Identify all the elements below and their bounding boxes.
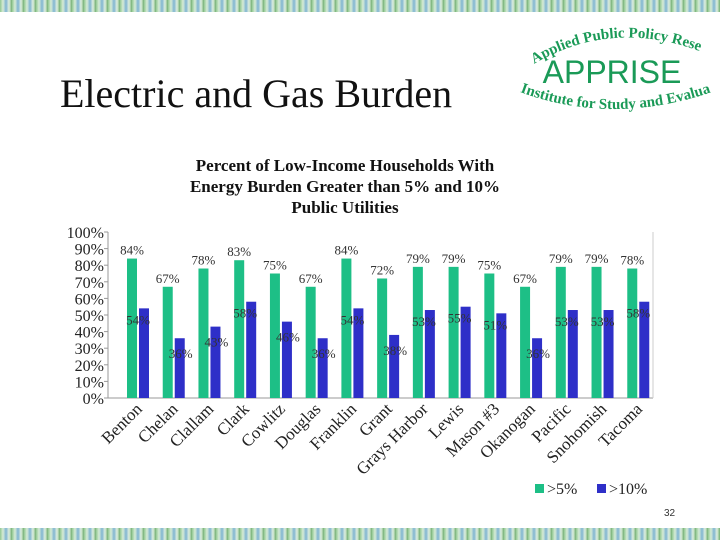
data-label: 84% (334, 243, 358, 258)
bar-gt5 (448, 266, 459, 398)
bar-gt5 (377, 278, 388, 398)
bar-gt10 (389, 334, 400, 398)
category-label: Benton (98, 399, 147, 448)
data-label: 58% (626, 306, 650, 321)
bar-gt5 (484, 273, 495, 398)
bar-gt10 (317, 338, 328, 398)
y-tick-label: 100% (67, 225, 104, 242)
bar-gt10 (246, 301, 257, 398)
y-tick-label: 90% (75, 242, 104, 259)
bar-gt10 (496, 313, 507, 398)
data-label: 54% (340, 312, 364, 327)
data-label: 54% (126, 312, 150, 327)
data-label: 53% (555, 314, 579, 329)
y-tick-label: 10% (75, 374, 104, 391)
bar-gt10 (281, 321, 292, 398)
data-label: 79% (406, 251, 430, 266)
y-tick-label: 80% (75, 258, 104, 275)
bar-gt5 (162, 286, 173, 398)
data-label: 46% (276, 330, 300, 345)
chart-title-line-2: Energy Burden Greater than 5% and 10% (189, 177, 501, 196)
data-label: 72% (370, 262, 394, 277)
data-label: 83% (227, 244, 251, 259)
bar-gt5 (520, 286, 531, 398)
bar-gt10 (210, 326, 221, 398)
data-label: 36% (526, 346, 550, 361)
bar-gt5 (234, 260, 245, 398)
data-label: 79% (585, 251, 609, 266)
data-label: 78% (192, 253, 216, 268)
y-tick-label: 70% (75, 275, 104, 292)
data-label: 53% (412, 314, 436, 329)
bar-gt10 (460, 306, 471, 398)
logo-main-text: APPRISE (543, 54, 682, 90)
y-tick-label: 20% (75, 358, 104, 375)
legend-label: >10% (609, 481, 647, 498)
apprise-logo: Applied Public Policy Research APPRISE I… (512, 22, 712, 113)
y-tick-label: 50% (75, 308, 104, 325)
legend-swatch (535, 484, 544, 493)
data-label: 67% (299, 271, 323, 286)
bar-gt10 (603, 310, 614, 398)
legend-label: >5% (547, 481, 577, 498)
bar-gt10 (174, 338, 185, 398)
top-decorative-band (0, 0, 720, 12)
bar-gt5 (127, 258, 137, 398)
data-label: 79% (442, 251, 466, 266)
chart-title-line-3: Public Utilities (291, 198, 399, 217)
slide-title: Electric and Gas Burden (60, 71, 453, 116)
chart-title: Percent of Low-Income Households With En… (140, 155, 550, 218)
page-number: 32 (664, 508, 676, 519)
y-tick-label: 40% (75, 325, 104, 342)
bar-gt5 (305, 286, 316, 398)
data-label: 43% (205, 335, 229, 350)
bar-gt5 (269, 273, 280, 398)
chart-title-line-1: Percent of Low-Income Households With (195, 156, 495, 175)
data-label: 84% (120, 243, 144, 258)
data-label: 55% (448, 311, 472, 326)
bar-gt5 (591, 266, 602, 398)
data-label: 67% (513, 271, 537, 286)
data-label: 67% (156, 271, 180, 286)
bar-gt5 (555, 266, 566, 398)
data-label: 58% (233, 306, 257, 321)
bar-gt10 (139, 308, 149, 398)
y-tick-label: 30% (75, 341, 104, 358)
bar-gt10 (424, 310, 435, 398)
data-label: 36% (312, 346, 336, 361)
y-tick-label: 0% (83, 391, 104, 408)
legend-swatch (597, 484, 606, 493)
bar-gt10 (532, 338, 543, 398)
data-label: 75% (477, 258, 501, 273)
bar-gt10 (567, 310, 578, 398)
bar-gt5 (412, 266, 423, 398)
bar-gt5 (341, 258, 352, 398)
data-label: 51% (483, 317, 507, 332)
bar-gt10 (353, 308, 364, 398)
bottom-decorative-band (0, 528, 720, 540)
bar-gt5 (198, 268, 209, 398)
data-label: 36% (169, 346, 193, 361)
bar-gt10 (639, 301, 650, 398)
bar-gt5 (627, 268, 638, 398)
data-label: 79% (549, 251, 573, 266)
data-label: 78% (620, 253, 644, 268)
data-label: 38% (383, 343, 407, 358)
data-label: 75% (263, 258, 287, 273)
data-label: 53% (591, 314, 615, 329)
y-tick-label: 60% (75, 291, 104, 308)
